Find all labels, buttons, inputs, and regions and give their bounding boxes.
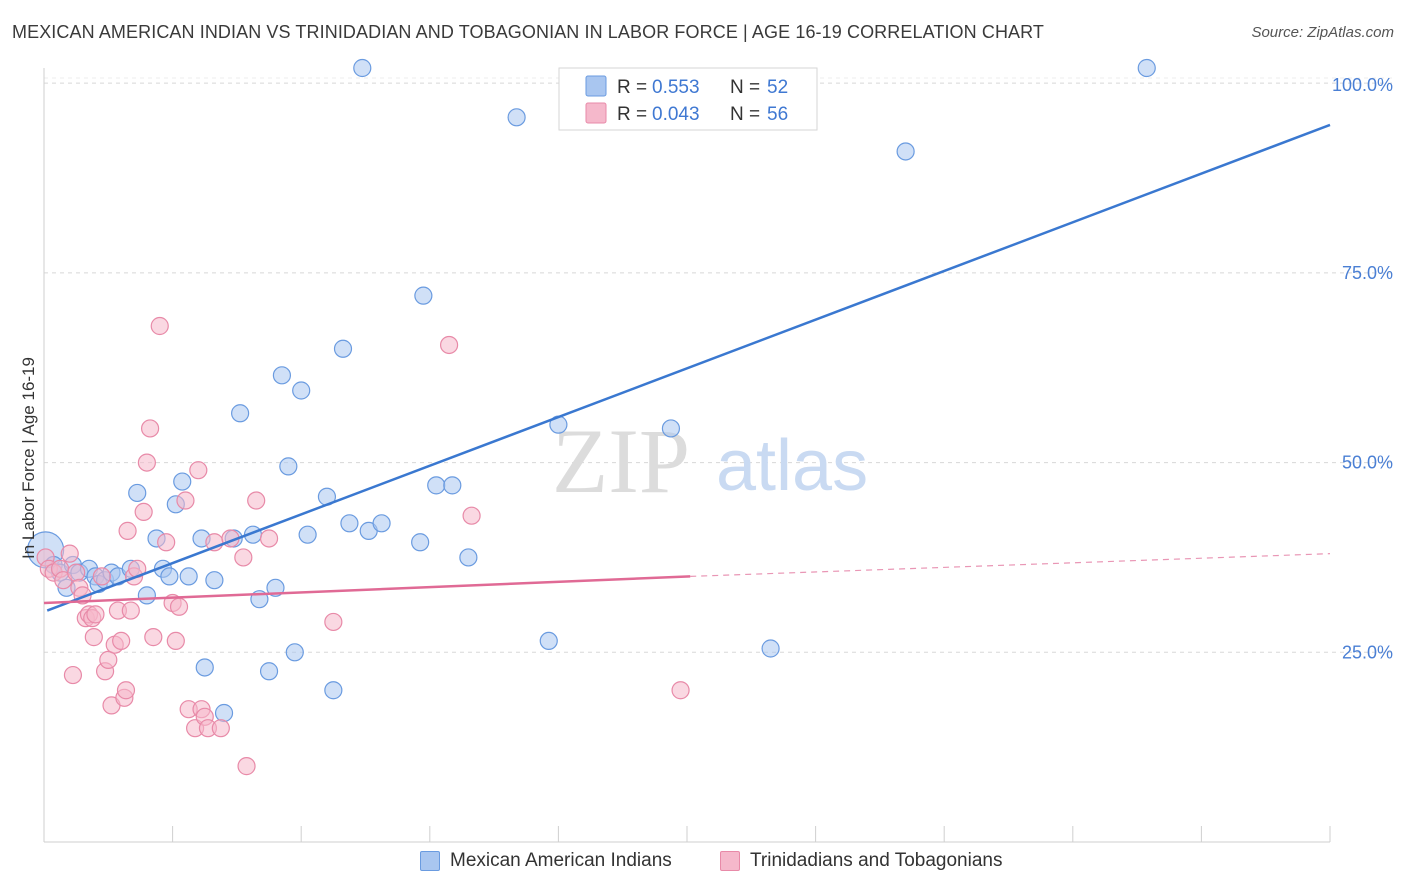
legend-n-value-pink: 56: [767, 104, 788, 125]
blue-point-29: [259, 662, 279, 681]
pink-point-14: [86, 605, 105, 624]
blue-point-53: [896, 142, 915, 161]
blue-point-13: [128, 483, 147, 503]
pink-point-25: [121, 601, 140, 620]
blue-point-49: [539, 631, 558, 651]
scatter-chart: ZIP atlas 25.0%50.0%75.0%100.0%0.0%40.0%…: [19, 58, 1393, 843]
blue-point-45: [427, 476, 446, 495]
pink-point-6: [63, 665, 83, 685]
pink-point-7: [67, 563, 86, 582]
bottom-legend-label-blue: Mexican American Indians: [450, 850, 672, 871]
pink-point-5: [60, 544, 79, 563]
y-tick-label-25: 25.0%: [1342, 642, 1393, 662]
blue-point-46: [443, 476, 462, 495]
pink-point-51: [324, 612, 343, 632]
blue-point-14: [137, 586, 156, 605]
bottom-legend-item-blue: Mexican American Indians: [420, 850, 672, 872]
pink-point-49: [247, 491, 266, 510]
pink-trend-extension: [690, 553, 1331, 578]
pink-point-31: [144, 628, 163, 647]
blue-trend-line: [46, 123, 1331, 612]
pink-point-17: [99, 650, 118, 669]
blue-point-32: [279, 457, 298, 476]
pink-point-29: [137, 453, 156, 472]
pink-point-13: [84, 628, 103, 647]
blue-point-51: [661, 419, 681, 438]
pink-point-33: [157, 533, 176, 552]
blue-point-17: [160, 567, 179, 586]
legend-r-label-pink: R =: [617, 104, 647, 125]
blue-point-22: [195, 658, 214, 677]
blue-point-38: [333, 339, 353, 358]
blue-point-42: [372, 514, 391, 533]
pink-point-53: [462, 506, 481, 525]
legend-swatch-pink: [585, 102, 607, 124]
pink-point-52: [439, 335, 459, 355]
legend-swatch-blue: [585, 75, 607, 97]
y-axis-label: In Labor Force | Age 16-19: [19, 357, 38, 559]
pink-trend-line: [43, 575, 691, 605]
pink-point-54: [671, 681, 690, 700]
blue-point-33: [285, 643, 304, 662]
bottom-legend: Mexican American Indians Trinidadians an…: [0, 850, 1406, 880]
blue-point-26: [231, 404, 250, 423]
pink-point-35: [166, 631, 185, 651]
chart-title: MEXICAN AMERICAN INDIAN VS TRINIDADIAN A…: [12, 22, 1045, 42]
pink-point-47: [234, 548, 253, 567]
legend-n-value-blue: 52: [767, 77, 788, 98]
pink-point-24: [118, 521, 137, 540]
legend-r-value-blue: 0.553: [652, 77, 700, 98]
blue-point-31: [272, 366, 292, 385]
tick-labels: 25.0%50.0%75.0%100.0%0.0%40.0%: [1332, 75, 1393, 662]
source-label: Source: ZipAtlas.com: [1251, 24, 1394, 41]
blue-point-48: [507, 108, 526, 127]
bottom-legend-item-pink: Trinidadians and Tobagonians: [720, 850, 1002, 872]
blue-point-44: [414, 286, 433, 305]
pink-point-48: [237, 757, 256, 776]
blue-point-24: [214, 703, 234, 723]
legend-r-label-blue: R =: [617, 77, 647, 98]
pink-point-37: [176, 491, 195, 510]
y-tick-label-75: 75.0%: [1342, 263, 1393, 283]
pink-point-32: [150, 316, 169, 336]
data-points: [27, 58, 1156, 776]
y-tick-label-50: 50.0%: [1342, 453, 1393, 473]
blue-point-54: [1137, 58, 1156, 78]
pink-point-36: [169, 597, 189, 616]
legend-n-label-pink: N =: [730, 104, 760, 125]
bottom-legend-label-pink: Trinidadians and Tobagonians: [750, 850, 1003, 871]
blue-point-52: [761, 639, 780, 658]
blue-point-20: [179, 567, 198, 586]
watermark-atlas: atlas: [716, 426, 868, 506]
blue-point-39: [340, 514, 359, 533]
legend-r-value-pink: 0.043: [652, 104, 700, 125]
axes: [43, 68, 1331, 843]
legend: R = 0.553 N = 52 R = 0.043 N = 56: [558, 67, 818, 131]
blue-point-37: [324, 681, 343, 700]
blue-point-43: [411, 533, 430, 552]
blue-point-23: [205, 571, 224, 590]
watermark: ZIP atlas: [552, 410, 868, 512]
bottom-legend-swatch-blue: [420, 851, 440, 871]
legend-n-label-blue: N =: [730, 77, 760, 98]
pink-point-21: [112, 631, 131, 651]
pink-point-50: [259, 529, 279, 548]
pink-point-40: [189, 461, 208, 480]
blue-point-35: [298, 525, 317, 544]
y-tick-label-100: 100.0%: [1332, 75, 1393, 95]
grid-lines: [44, 77, 1392, 653]
trend-lines: [43, 123, 1331, 612]
bottom-legend-swatch-pink: [720, 851, 740, 871]
blue-point-19: [173, 472, 192, 491]
pink-point-28: [134, 502, 153, 522]
pink-point-15: [92, 567, 111, 586]
pink-point-30: [140, 419, 160, 438]
blue-point-40: [353, 58, 372, 78]
blue-point-34: [292, 381, 311, 400]
pink-point-23: [116, 681, 136, 700]
pink-point-45: [211, 719, 230, 738]
blue-point-47: [459, 548, 478, 567]
